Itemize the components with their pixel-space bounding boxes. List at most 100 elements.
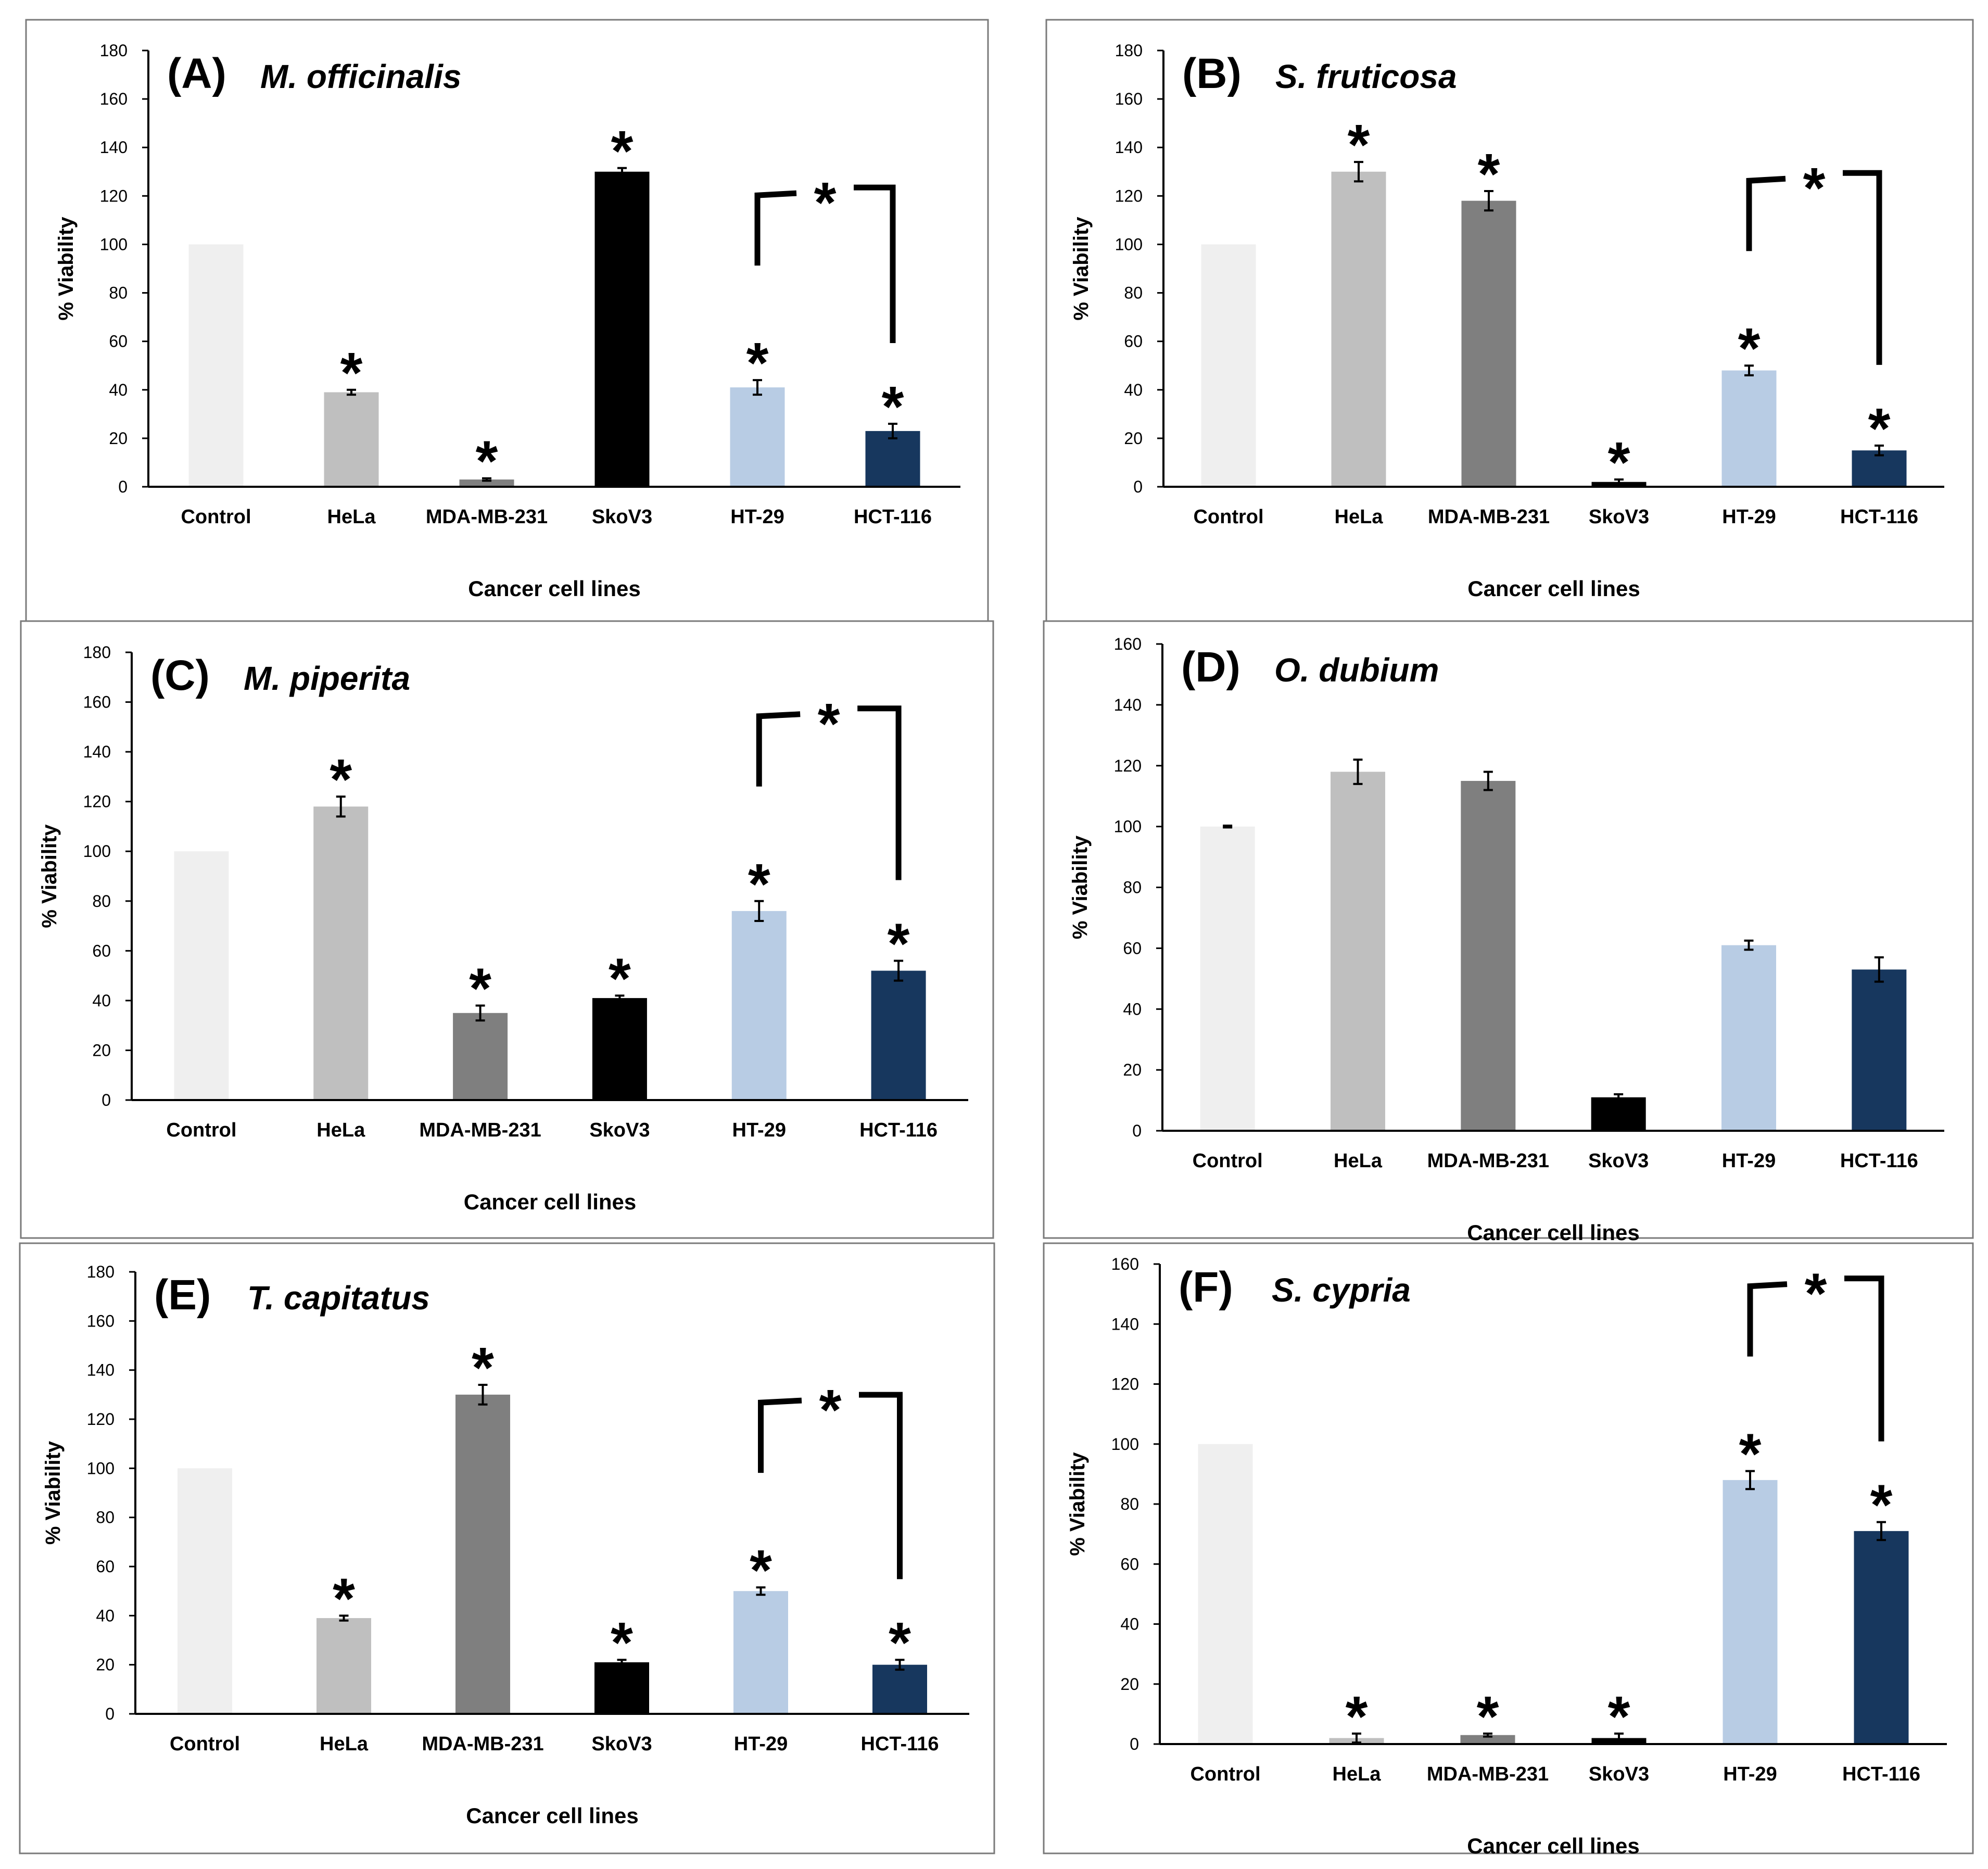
bar-control [174, 851, 229, 1100]
bar-skov3 [592, 998, 647, 1100]
significance-star: * [748, 852, 770, 916]
y-tick-label: 180 [87, 1262, 115, 1281]
x-tick-label: Control [166, 1119, 236, 1141]
x-tick-label: MDA-MB-231 [1427, 1763, 1549, 1785]
bar-control [178, 1468, 232, 1714]
chart-panel-c: 0 20 40 60 80 100 120 140 160 180 % Viability Contr… [20, 620, 994, 1239]
x-tick-label: Control [181, 506, 251, 528]
y-tick-label: 60 [1123, 939, 1142, 957]
y-tick-label: 80 [96, 1508, 115, 1527]
significance-star: * [1477, 1685, 1499, 1749]
bar-skov3 [594, 1662, 649, 1714]
y-tick-label: 120 [1114, 756, 1142, 775]
y-tick-label: 40 [1120, 1615, 1139, 1634]
panel-title: O. dubium [1274, 651, 1439, 689]
significance-bracket [1747, 1276, 1884, 1442]
bar-mda-mb-231 [1461, 200, 1516, 487]
x-tick-label: SkoV3 [1589, 506, 1649, 528]
panel-letter: (A) [167, 50, 226, 97]
bracket-star: * [814, 171, 837, 235]
bar-hela [1331, 171, 1386, 487]
y-tick-label: 100 [1114, 817, 1142, 836]
y-tick-label: 40 [96, 1606, 115, 1625]
y-tick-label: 60 [1124, 332, 1143, 351]
y-tick-label: 80 [1124, 284, 1143, 302]
y-tick-label: 120 [1115, 186, 1143, 205]
y-tick-label: 0 [118, 477, 128, 496]
bar-skov3 [1591, 1097, 1646, 1131]
x-tick-label: SkoV3 [1589, 1763, 1649, 1785]
x-tick-label: HeLa [1335, 506, 1384, 528]
y-tick-label: 160 [1111, 1255, 1139, 1273]
panel-border [25, 19, 989, 622]
bracket-star: * [1805, 1262, 1827, 1326]
y-tick-label: 180 [83, 643, 111, 662]
significance-bracket [758, 1392, 903, 1580]
x-tick-label: Control [1193, 1150, 1263, 1172]
y-tick-label: 0 [1133, 477, 1143, 496]
significance-star: * [1739, 1422, 1762, 1486]
x-tick-label: SkoV3 [589, 1119, 650, 1141]
bar-control [1200, 826, 1255, 1131]
x-tick-label: HT-29 [1722, 506, 1776, 528]
y-tick-label: 100 [87, 1459, 115, 1477]
bracket-star: * [818, 692, 840, 756]
y-tick-label: 120 [1111, 1375, 1139, 1394]
bar-control [1201, 244, 1256, 487]
x-tick-label: Control [1193, 506, 1263, 528]
bar-hct-116 [871, 970, 926, 1100]
y-tick-label: 60 [96, 1557, 115, 1576]
y-tick-label: 20 [96, 1656, 115, 1674]
x-tick-label: HCT-116 [1840, 506, 1918, 528]
y-tick-label: 40 [109, 381, 128, 399]
y-tick-label: 100 [1111, 1435, 1139, 1454]
significance-star: * [472, 1336, 494, 1400]
bar-ht-29 [731, 911, 787, 1100]
x-tick-label: HT-29 [1722, 1150, 1776, 1172]
significance-star: * [889, 1611, 911, 1675]
panel-title: M. officinalis [260, 58, 461, 95]
x-tick-label: MDA-MB-231 [426, 506, 548, 528]
panel-title: T. capitatus [247, 1279, 430, 1317]
bracket-star: * [1803, 156, 1826, 220]
y-tick-label: 80 [1120, 1495, 1139, 1513]
significance-star: * [1870, 1473, 1893, 1537]
x-tick-label: Control [170, 1733, 240, 1755]
panel-title: M. piperita [244, 660, 410, 697]
bar-hct-116 [865, 431, 920, 487]
bar-mda-mb-231 [1460, 1735, 1515, 1744]
bar-mda-mb-231 [455, 1394, 510, 1714]
y-tick-label: 180 [100, 41, 128, 60]
significance-star: * [609, 946, 631, 1011]
x-tick-label: HT-29 [730, 506, 784, 528]
significance-star: * [330, 748, 352, 812]
bar-hct-116 [1852, 450, 1907, 487]
chart-panel-f: 0 20 40 60 80 100 120 140 160 % Viability Control H… [1043, 1242, 1974, 1858]
y-tick-label: 140 [1115, 138, 1143, 157]
significance-star: * [333, 1567, 355, 1631]
x-axis-title: Cancer cell lines [1467, 576, 1640, 601]
significance-star: * [1478, 142, 1500, 206]
significance-star: * [1868, 397, 1891, 461]
bar-ht-29 [733, 1591, 788, 1714]
bar-hct-116 [1852, 969, 1907, 1131]
y-tick-label: 20 [92, 1041, 111, 1059]
bar-hct-116 [1854, 1531, 1909, 1744]
y-tick-label: 100 [83, 842, 111, 861]
x-tick-label: HeLa [1333, 1763, 1382, 1785]
x-tick-label: MDA-MB-231 [422, 1733, 543, 1755]
significance-star: * [1608, 431, 1630, 495]
bar-mda-mb-231 [459, 479, 514, 487]
panel-border [1043, 1242, 1974, 1854]
x-tick-label: MDA-MB-231 [419, 1119, 541, 1141]
y-tick-label: 160 [1114, 635, 1142, 653]
significance-bracket [1746, 170, 1882, 365]
bar-ht-29 [730, 387, 785, 487]
y-axis-title: % Viability [1070, 217, 1093, 321]
significance-bracket [754, 184, 896, 343]
panel-letter: (B) [1182, 50, 1242, 97]
y-tick-label: 80 [92, 892, 111, 911]
y-tick-label: 120 [100, 186, 128, 205]
chart-panel-a: 0 20 40 60 80 100 120 140 160 180 % Viability Contr… [25, 19, 989, 622]
x-axis-title: Cancer cell lines [464, 1190, 637, 1214]
